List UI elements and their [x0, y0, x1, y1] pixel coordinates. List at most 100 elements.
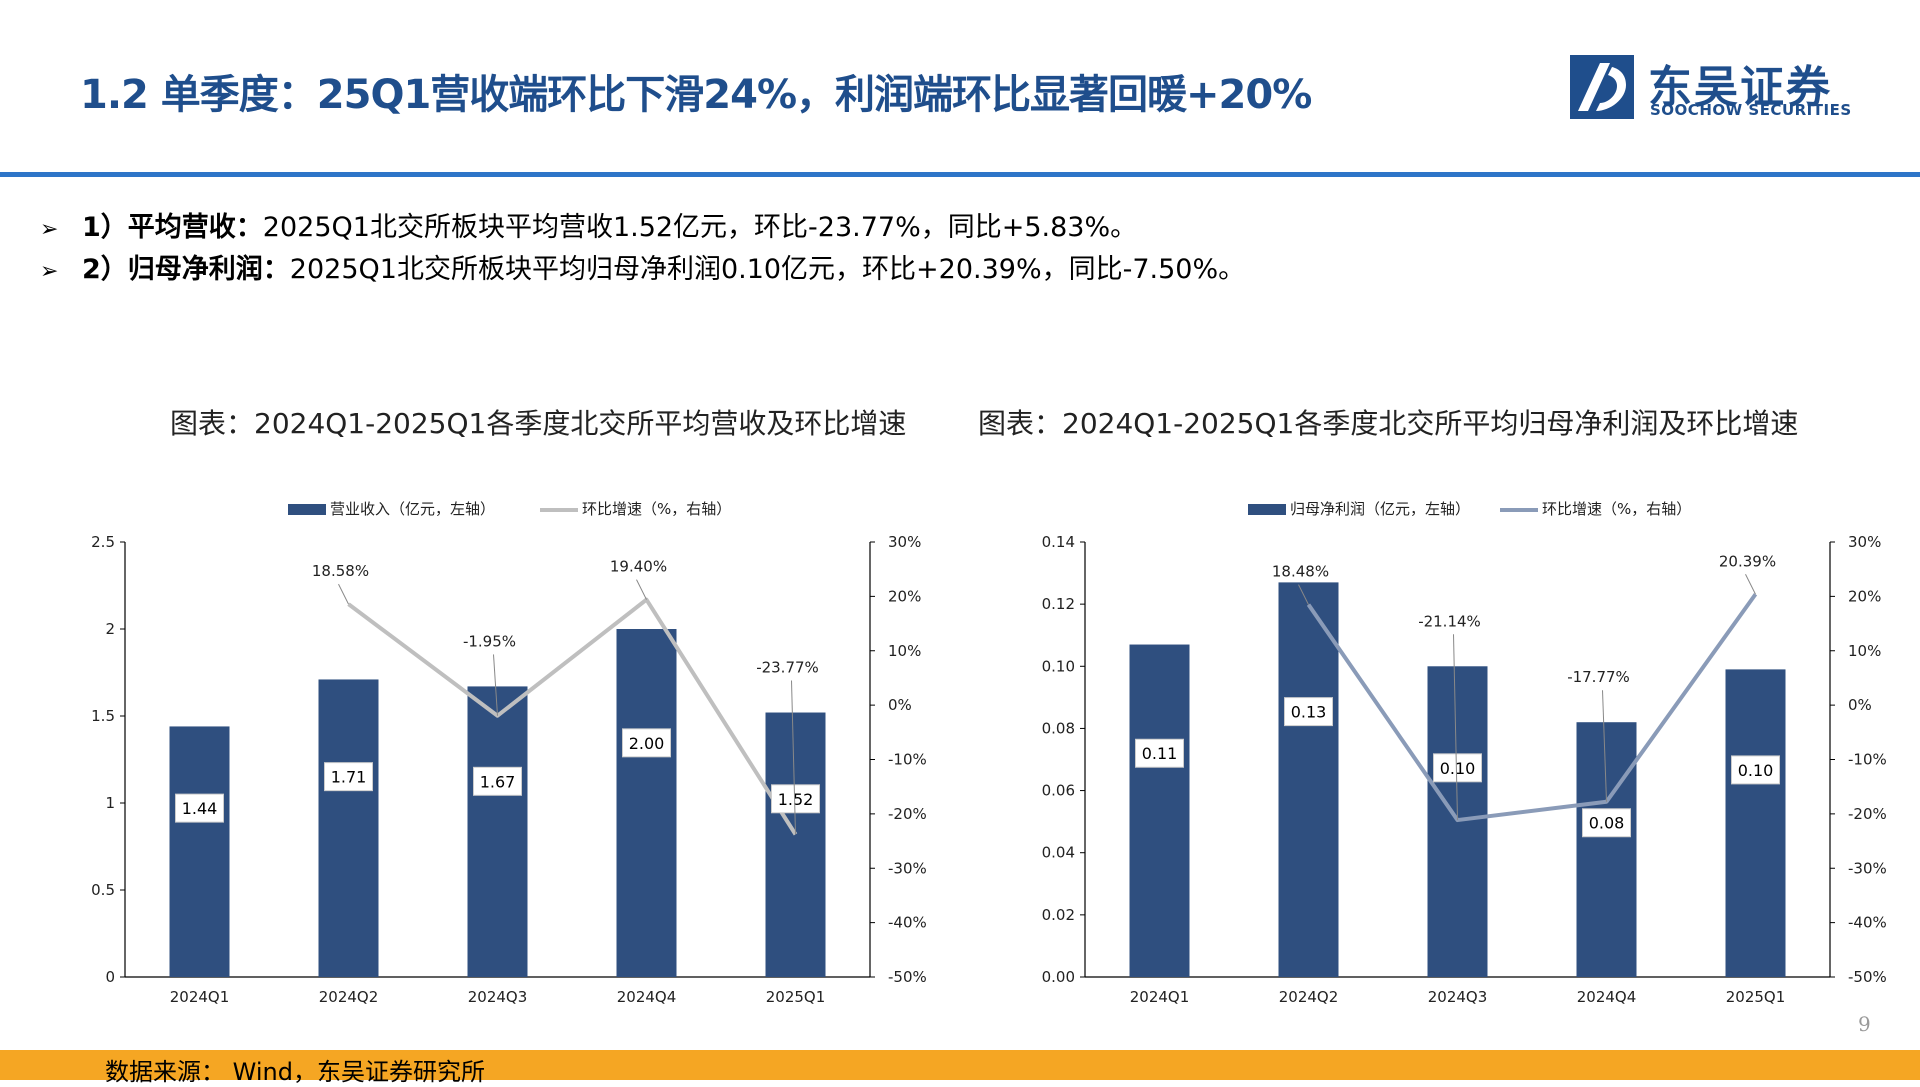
company-logo: 东吴证券 SOOCHOW SECURITIES	[1570, 55, 1860, 119]
chart-title-revenue: 图表：2024Q1-2025Q1各季度北交所平均营收及环比增速	[170, 407, 907, 440]
bar-label-text: 0.13	[1291, 703, 1327, 722]
arrow-bullet-icon: ➢	[40, 259, 59, 284]
left-tick-label: 0.00	[1042, 968, 1075, 986]
x-tick-label: 2024Q3	[1428, 988, 1488, 1006]
right-tick-label: 10%	[888, 642, 921, 660]
bar-data-label: 1.44	[175, 793, 224, 823]
x-tick-label: 2024Q4	[617, 988, 677, 1006]
leader-line	[1453, 634, 1458, 821]
leader-line	[636, 579, 647, 600]
bar-data-label: 0.13	[1284, 697, 1333, 727]
bar-label-box	[175, 793, 224, 823]
line-data-label: 19.40%	[610, 558, 667, 576]
left-tick-label: 0.14	[1042, 533, 1075, 551]
bar-data-label: 0.08	[1582, 808, 1631, 838]
left-tick-label: 0.12	[1042, 595, 1075, 613]
right-tick-label: -50%	[888, 968, 927, 986]
left-tick-label: 2	[105, 620, 115, 638]
bar-2024Q2	[1278, 582, 1339, 977]
bar-2024Q4	[1576, 722, 1637, 977]
left-tick-label: 0.06	[1042, 782, 1075, 800]
line-data-label: -23.77%	[756, 659, 819, 677]
right-tick-label: -20%	[888, 805, 927, 823]
legend-bar-label: 营业收入（亿元，左轴）	[330, 500, 495, 518]
chart-title-profit: 图表：2024Q1-2025Q1各季度北交所平均归母净利润及环比增速	[978, 407, 1799, 440]
leader-line	[493, 654, 498, 716]
bullet-text: 2025Q1北交所板块平均归母净利润0.10亿元，环比+20.39%，同比-7.…	[289, 254, 1246, 285]
right-tick-label: 30%	[888, 533, 921, 551]
header-divider	[0, 172, 1920, 177]
leader-line	[791, 680, 796, 835]
bar-label-box	[1582, 808, 1631, 838]
x-tick-label: 2025Q1	[1726, 988, 1786, 1006]
left-tick-label: 0.10	[1042, 657, 1075, 675]
bar-label-text: 1.67	[480, 772, 516, 791]
bar-2025Q1	[1725, 669, 1786, 977]
line-data-label: 18.58%	[312, 562, 369, 580]
bar-data-label: 0.10	[1433, 753, 1482, 783]
arrow-bullet-icon: ➢	[40, 217, 59, 242]
bar-data-label: 1.71	[324, 762, 373, 792]
x-tick-label: 2024Q1	[1130, 988, 1190, 1006]
bar-label-text: 0.10	[1738, 761, 1774, 780]
bar-label-text: 2.00	[629, 734, 665, 753]
bullet-revenue: ➢ 1）平均营收：2025Q1北交所板块平均营收1.52亿元，环比-23.77%，…	[40, 205, 1137, 244]
legend-bar-swatch	[1248, 504, 1286, 515]
revenue-chart: 营业收入（亿元，左轴） 环比增速（%，右轴）00.511.522.5-50%-40…	[91, 500, 927, 1006]
right-tick-label: 0%	[1848, 696, 1872, 714]
right-tick-label: -10%	[888, 751, 927, 769]
left-tick-label: 0.04	[1042, 844, 1075, 862]
line-data-label: 20.39%	[1719, 552, 1776, 570]
profit-growth-line	[1306, 593, 1758, 823]
line-data-label: -17.77%	[1567, 668, 1630, 686]
bar-label-box	[1135, 738, 1184, 768]
bar-2024Q1	[169, 726, 230, 977]
footer-bar	[0, 1050, 1920, 1080]
bar-label-text: 0.08	[1589, 814, 1625, 833]
right-tick-label: 0%	[888, 696, 912, 714]
page-title: 1.2 单季度：25Q1营收端环比下滑24%，利润端环比显著回暖+20%	[80, 72, 1312, 118]
x-tick-label: 2024Q1	[170, 988, 230, 1006]
logo-name: 东吴证券	[1648, 62, 1832, 113]
left-tick-label: 0.08	[1042, 719, 1075, 737]
bullet-text: 2025Q1北交所板块平均营收1.52亿元，环比-23.77%，同比+5.83%…	[262, 212, 1138, 243]
bar-2025Q1	[765, 712, 826, 977]
right-tick-label: -40%	[888, 914, 927, 932]
bar-label-box	[1433, 753, 1482, 783]
right-tick-label: 30%	[1848, 533, 1881, 551]
bullet-label: 1）平均营收：	[82, 212, 263, 243]
bar-label-text: 1.71	[331, 768, 367, 787]
leader-line	[1745, 574, 1756, 595]
bar-data-label: 0.10	[1731, 755, 1780, 785]
right-tick-label: -40%	[1848, 914, 1887, 932]
bar-data-label: 0.11	[1135, 738, 1184, 768]
x-tick-label: 2024Q4	[1577, 988, 1637, 1006]
bar-label-box	[1731, 755, 1780, 785]
revenue-legend: 营业收入（亿元，左轴） 环比增速（%，右轴）	[288, 500, 731, 518]
revenue-growth-line	[347, 597, 798, 836]
x-tick-label: 2024Q3	[468, 988, 528, 1006]
bar-label-box	[473, 766, 522, 796]
left-tick-label: 2.5	[91, 533, 115, 551]
leader-line	[338, 583, 349, 605]
bar-2024Q4	[616, 629, 677, 977]
profit-legend: 归母净利润（亿元，左轴） 环比增速（%，右轴）	[1248, 500, 1691, 518]
bar-label-text: 0.11	[1142, 744, 1178, 763]
bar-label-box	[324, 762, 373, 792]
bar-2024Q1	[1129, 644, 1190, 977]
bar-label-box	[1284, 697, 1333, 727]
right-tick-label: 20%	[888, 587, 921, 605]
left-tick-label: 1.5	[91, 707, 115, 725]
line-data-label: -1.95%	[463, 632, 516, 650]
right-tick-label: 10%	[1848, 642, 1881, 660]
right-tick-label: 20%	[1848, 587, 1881, 605]
right-tick-label: -50%	[1848, 968, 1887, 986]
leader-line	[1298, 584, 1309, 605]
logo-subtitle: SOOCHOW SECURITIES	[1650, 101, 1852, 119]
bar-data-label: 1.52	[771, 784, 820, 814]
bar-data-label: 1.67	[473, 766, 522, 796]
bar-data-label: 2.00	[622, 728, 671, 758]
x-tick-label: 2025Q1	[766, 988, 826, 1006]
left-tick-label: 0	[105, 968, 115, 986]
line-data-label: 18.48%	[1272, 563, 1329, 581]
